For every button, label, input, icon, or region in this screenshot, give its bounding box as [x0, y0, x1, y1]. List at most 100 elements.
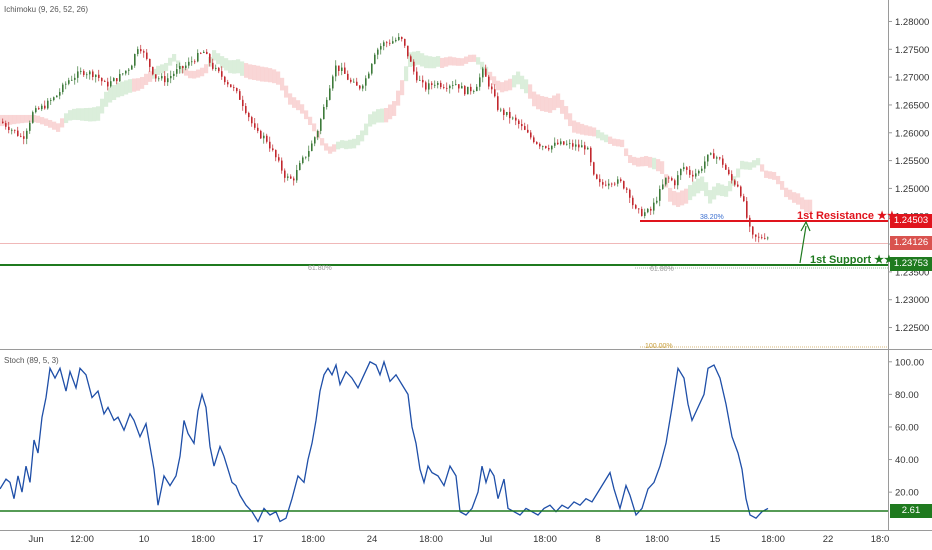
time-tick-label: 18:00 — [533, 534, 557, 545]
candle-body — [47, 100, 49, 109]
candle-body — [242, 99, 244, 107]
first-resistance-annotation: 1st Resistance ★★ — [797, 210, 897, 222]
candle-body — [32, 112, 34, 123]
ichimoku-cloud-segment — [508, 78, 513, 91]
candle-body — [227, 82, 229, 85]
candle-body — [206, 51, 208, 55]
candle-body — [713, 153, 715, 159]
candle-body — [746, 201, 748, 218]
candle-body — [656, 200, 658, 203]
ichimoku-cloud-segment — [568, 113, 573, 127]
candle-body — [191, 61, 193, 63]
ichimoku-cloud-segment — [740, 160, 745, 170]
time-tick-label: Jun — [28, 534, 43, 545]
candle-body — [425, 82, 427, 90]
price-tick-label: 1.25000 — [895, 184, 929, 195]
candle-body — [476, 86, 478, 92]
ichimoku-cloud-segment — [496, 80, 501, 91]
candle-body — [728, 169, 730, 175]
candle-body — [584, 145, 586, 150]
ichimoku-cloud-segment — [392, 101, 397, 116]
candle-body — [587, 147, 589, 150]
ichimoku-cloud-segment — [132, 78, 137, 92]
stoch-indicator-label[interactable]: Stoch (89, 5, 3) — [4, 356, 59, 365]
ichimoku-cloud-segment — [400, 80, 405, 96]
candle-body — [365, 78, 367, 86]
candle-body — [161, 76, 163, 79]
candle-body — [527, 129, 529, 133]
ichimoku-cloud-segment — [264, 67, 269, 82]
last-price-tag: 1.24126 — [890, 236, 932, 250]
ichimoku-cloud-segment — [236, 59, 241, 74]
candle-body — [608, 183, 610, 186]
ichimoku-indicator-label[interactable]: Ichimoku (9, 26, 52, 26) — [4, 5, 89, 14]
candle-body — [725, 164, 727, 170]
candle-body — [674, 180, 676, 186]
candle-body — [2, 121, 4, 124]
candle-body — [149, 58, 151, 67]
ichimoku-cloud-segment — [48, 119, 53, 128]
ichimoku-cloud-segment — [712, 186, 717, 200]
candle-body — [308, 151, 310, 157]
fib-38-2-label: 38.20% — [700, 214, 724, 221]
ichimoku-cloud-segment — [428, 56, 433, 69]
ichimoku-cloud-segment — [364, 123, 369, 136]
candle-body — [371, 63, 373, 74]
ichimoku-cloud-segment — [692, 181, 697, 197]
candle-body — [353, 81, 355, 83]
ichimoku-cloud-segment — [220, 56, 225, 68]
candle-body — [113, 78, 115, 82]
candle-body — [392, 41, 394, 44]
candle-body — [326, 99, 328, 107]
ichimoku-cloud-segment — [196, 69, 201, 78]
candle-body — [125, 70, 127, 74]
ichimoku-cloud-segment — [684, 188, 689, 204]
ichimoku-cloud-segment — [668, 187, 673, 202]
candle-body — [689, 169, 691, 175]
ichimoku-cloud-segment — [240, 61, 245, 76]
candle-body — [416, 71, 418, 81]
candle-body — [179, 66, 181, 70]
ichimoku-cloud-segment — [680, 190, 685, 206]
ichimoku-cloud-segment — [160, 64, 165, 74]
candle-body — [254, 123, 256, 128]
support-price-tag: 1.23753 — [890, 257, 932, 271]
ichimoku-cloud-segment — [792, 192, 797, 203]
candle-body — [332, 76, 334, 89]
ichimoku-cloud-segment — [524, 79, 529, 94]
ichimoku-cloud-segment — [68, 110, 73, 121]
candle-body — [26, 130, 28, 139]
ichimoku-cloud-segment — [16, 114, 21, 124]
candle-body — [752, 226, 754, 235]
ichimoku-cloud-segment — [212, 50, 217, 61]
stoch-tick-label: 100.00 — [895, 357, 924, 368]
candle-body — [581, 145, 583, 148]
candle-body — [575, 144, 577, 147]
candle-body — [758, 236, 760, 238]
ichimoku-cloud-segment — [776, 175, 781, 185]
ichimoku-cloud-segment — [20, 114, 25, 124]
candle-body — [80, 71, 82, 72]
candle-body — [164, 76, 166, 83]
candle-body — [737, 184, 739, 187]
ichimoku-cloud-segment — [148, 71, 153, 82]
ichimoku-cloud-segment — [444, 57, 449, 67]
candle-body — [710, 153, 712, 155]
time-tick-label: 15 — [710, 534, 721, 545]
candle-body — [278, 157, 280, 161]
ichimoku-cloud-segment — [456, 57, 461, 66]
candle-body — [692, 174, 694, 177]
ichimoku-cloud-segment — [72, 108, 77, 120]
ichimoku-cloud-segment — [100, 98, 105, 114]
candle-body — [599, 178, 601, 183]
candle-body — [734, 180, 736, 185]
candle-body — [92, 71, 94, 77]
candle-body — [605, 184, 607, 186]
candle-body — [503, 109, 505, 115]
ichimoku-cloud-segment — [372, 111, 377, 125]
candle-body — [641, 208, 643, 216]
ichimoku-cloud-segment — [180, 65, 185, 74]
ichimoku-cloud-segment — [128, 79, 133, 93]
candle-body — [413, 61, 415, 72]
